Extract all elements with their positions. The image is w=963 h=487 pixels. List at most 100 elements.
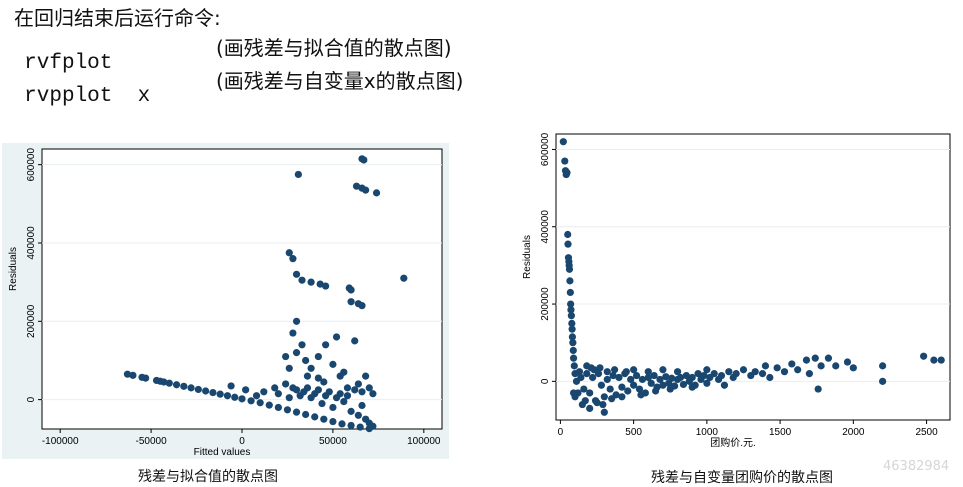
data-point: [638, 375, 647, 384]
data-point: [347, 298, 355, 306]
data-point: [298, 276, 306, 284]
y-axis-label: Residuals: [522, 235, 533, 279]
data-point: [282, 380, 290, 388]
command-code: rvfplot: [24, 52, 113, 75]
data-point: [581, 397, 589, 405]
data-point: [688, 383, 696, 391]
data-point: [930, 356, 938, 364]
data-point: [609, 371, 617, 380]
x-tick-label: 500: [625, 427, 642, 438]
data-point: [694, 370, 702, 378]
data-point: [717, 371, 726, 380]
data-point: [802, 356, 811, 364]
data-point: [606, 385, 614, 393]
data-point: [879, 362, 887, 370]
data-point: [725, 368, 733, 376]
data-point: [937, 356, 945, 364]
command-note: (画残差与拟合值的散点图): [216, 36, 452, 60]
data-point: [682, 371, 690, 380]
x-tick-label: 2000: [842, 427, 865, 438]
chart-caption-left: 残差与拟合值的散点图: [138, 469, 278, 485]
data-point: [879, 377, 887, 385]
x-axis-label: Fitted values: [194, 447, 251, 458]
data-point: [587, 364, 595, 372]
data-point: [567, 312, 575, 320]
y-tick-label: 600000: [540, 132, 551, 166]
data-point: [129, 371, 137, 379]
data-point: [260, 388, 268, 396]
data-point: [194, 385, 202, 394]
data-point: [659, 381, 667, 389]
data-point: [570, 362, 578, 370]
x-tick-label: 100000: [407, 436, 441, 447]
y-tick-label: 0: [26, 396, 37, 402]
data-point: [274, 403, 282, 412]
data-point: [630, 381, 638, 389]
data-point: [568, 319, 576, 327]
data-point: [564, 240, 572, 248]
data-point: [577, 373, 585, 382]
data-point: [292, 270, 301, 278]
data-point: [314, 386, 322, 394]
data-point: [343, 392, 352, 400]
x-tick-label: 0: [239, 436, 245, 447]
data-point: [302, 356, 310, 365]
data-point: [320, 378, 328, 386]
data-point: [354, 411, 362, 419]
x-tick-label: 0: [558, 427, 564, 438]
data-point: [362, 372, 370, 380]
command-line-1: rvfplot: [14, 33, 112, 75]
data-point: [314, 374, 322, 382]
data-point: [360, 156, 368, 164]
data-point: [165, 379, 173, 387]
data-point: [289, 255, 297, 263]
data-point: [600, 408, 608, 416]
data-point: [322, 341, 330, 349]
data-point: [298, 341, 306, 349]
data-point: [637, 391, 645, 399]
data-point: [569, 339, 577, 347]
data-point: [369, 390, 377, 398]
data-point: [160, 378, 168, 386]
data-point: [624, 387, 632, 395]
data-point: [630, 366, 638, 374]
data-point: [566, 277, 574, 285]
instruction-text: 在回归结束后运行命令:: [14, 6, 221, 30]
data-point: [568, 333, 577, 341]
data-point: [252, 392, 261, 400]
data-point: [561, 157, 569, 165]
data-point: [832, 362, 840, 370]
data-point: [679, 380, 688, 389]
data-point: [362, 186, 370, 194]
data-point: [231, 393, 239, 401]
data-point: [580, 385, 588, 393]
data-point: [307, 278, 315, 286]
data-point: [564, 230, 572, 239]
data-point: [732, 370, 740, 378]
data-point: [292, 386, 301, 394]
data-point: [329, 417, 337, 426]
command-code: rvpplot x: [24, 85, 151, 108]
data-point: [688, 373, 696, 382]
data-point: [187, 384, 195, 392]
data-point: [400, 274, 408, 282]
data-point: [666, 385, 674, 393]
x-axis-label: 团购价.元.: [710, 436, 756, 449]
data-point: [662, 373, 670, 381]
data-point: [311, 413, 319, 421]
data-point: [761, 362, 770, 370]
plot-area: [41, 148, 443, 430]
data-point: [739, 366, 748, 374]
command-note: (画残差与自变量x的散点图): [216, 69, 464, 93]
residual-vs-fitted-chart: 0 200000 400000 600000 -100000 -50000 0 50000 10…: [2, 143, 449, 459]
chart-panel-left: 0 200000 400000 600000 -100000 -50000 0 50000 10…: [2, 143, 449, 459]
data-point: [559, 138, 567, 146]
data-point: [599, 400, 607, 409]
data-point: [849, 364, 857, 372]
y-tick-label: 200000: [26, 304, 37, 338]
data-point: [703, 379, 711, 387]
data-point: [673, 368, 682, 376]
y-axis-label: Residuals: [8, 247, 19, 291]
data-point: [369, 422, 377, 430]
data-point: [596, 364, 604, 372]
